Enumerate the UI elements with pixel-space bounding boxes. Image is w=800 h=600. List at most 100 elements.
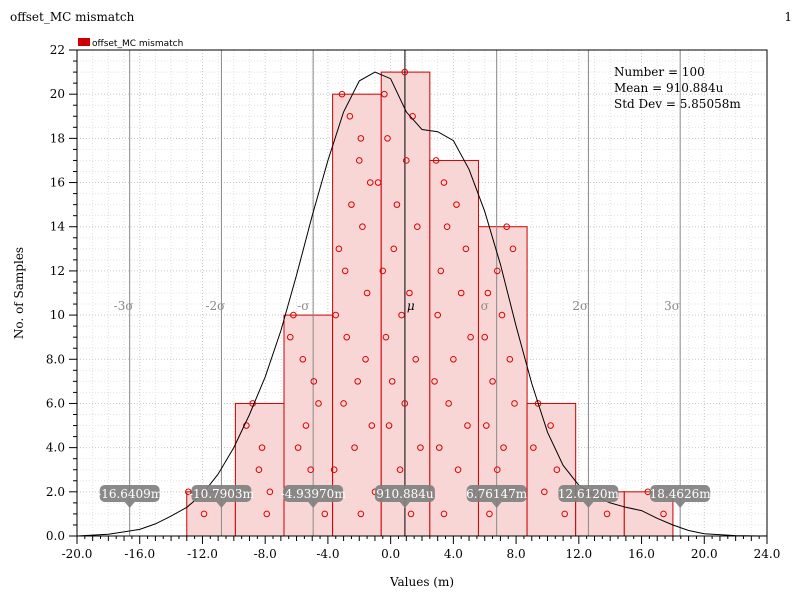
sample-point xyxy=(547,422,554,429)
sample-point xyxy=(500,444,507,451)
sample-point xyxy=(286,333,294,341)
marker-pill xyxy=(374,485,435,502)
sample-point xyxy=(450,355,457,363)
marker-text: -16.6409m xyxy=(97,487,163,501)
histogram-bar xyxy=(380,71,431,537)
legend-label: offset_MC mismatch xyxy=(92,39,183,49)
marker-label[interactable]: -4.93970m xyxy=(281,485,347,508)
sample-point xyxy=(302,422,310,429)
sample-point xyxy=(357,510,365,518)
marker-pill xyxy=(283,485,344,502)
y-tick-label: 14 xyxy=(50,220,66,234)
sample-point xyxy=(467,333,474,341)
sample-point xyxy=(332,311,340,319)
y-tick-label: 10 xyxy=(50,308,65,322)
sigma-label: μ xyxy=(407,299,415,313)
marker-pill xyxy=(191,485,252,502)
sample-point xyxy=(403,157,410,164)
marker-pointer xyxy=(124,502,135,508)
legend-swatch xyxy=(78,38,90,46)
stat-std-dev: Std Dev = 5.85058m xyxy=(614,97,741,111)
sample-point xyxy=(357,135,365,142)
sample-point xyxy=(330,466,338,474)
x-tick-label: 24.0 xyxy=(754,547,781,561)
sample-point xyxy=(462,245,470,253)
sample-point xyxy=(406,289,413,297)
sample-point xyxy=(321,510,329,518)
sample-point xyxy=(382,333,390,341)
sample-point xyxy=(431,378,438,385)
sample-point xyxy=(561,510,569,518)
sample-point xyxy=(482,422,490,429)
sample-point xyxy=(338,90,346,98)
x-tick-label: 8.0 xyxy=(507,547,526,561)
marker-text: -10.7903m xyxy=(189,487,255,501)
x-tick-label: 16.0 xyxy=(628,547,655,561)
marker-text: -4.93970m xyxy=(281,487,347,501)
sample-point xyxy=(493,466,501,474)
sample-point xyxy=(603,510,611,518)
histogram-bar xyxy=(429,159,479,537)
sample-point xyxy=(443,223,451,231)
density-curve xyxy=(76,71,768,537)
marker-pill xyxy=(99,485,160,502)
marker-text: 910.884u xyxy=(376,487,434,501)
legend[interactable]: offset_MC mismatch xyxy=(78,38,183,49)
sigma-label: -σ xyxy=(297,299,309,313)
sample-point xyxy=(553,466,561,474)
marker-pointer xyxy=(216,502,227,508)
sample-point xyxy=(511,400,518,407)
axes: -20.0 -16.0 -12.0 -8.0 -4.0 0.0 4.0 8.0 12.0 16.0… xyxy=(46,43,780,561)
sample-point xyxy=(307,466,314,474)
sample-point xyxy=(340,400,347,407)
y-tick-label: 16 xyxy=(50,176,65,190)
sample-point xyxy=(258,444,266,451)
sample-point xyxy=(506,355,514,363)
sample-point xyxy=(398,311,405,319)
x-tick-label: -8.0 xyxy=(254,547,277,561)
sample-point xyxy=(489,378,496,385)
sample-point xyxy=(346,112,354,120)
marker-text: 12.6120m xyxy=(558,487,620,501)
sample-point xyxy=(493,267,501,275)
marker-pointer xyxy=(399,502,410,508)
marker-pointer xyxy=(675,502,686,508)
sample-point xyxy=(440,179,448,186)
sample-point xyxy=(368,422,376,429)
marker-label[interactable]: 6.76147m xyxy=(466,485,528,508)
sample-point xyxy=(381,90,388,98)
sample-point xyxy=(541,488,548,496)
sample-point xyxy=(401,400,409,407)
marker-label[interactable]: 12.6120m xyxy=(558,485,620,508)
y-axis-label: No. of Samples xyxy=(12,247,26,339)
marker-label[interactable]: 910.884u xyxy=(374,485,435,508)
sample-point xyxy=(366,179,374,186)
sample-point xyxy=(243,422,250,429)
window-title: offset_MC mismatch xyxy=(10,10,135,24)
sample-point xyxy=(363,289,371,297)
sample-point xyxy=(266,488,274,496)
stat-mean: Mean = 910.884u xyxy=(614,81,724,95)
sample-point xyxy=(354,378,362,385)
marker-label[interactable]: -16.6409m xyxy=(97,485,163,508)
marker-label[interactable]: -10.7903m xyxy=(189,485,255,508)
sample-point xyxy=(290,311,297,319)
sample-point xyxy=(445,400,452,407)
sample-point xyxy=(390,245,398,253)
marker-label[interactable]: 18.4626m xyxy=(650,485,712,508)
marker-labels[interactable]: -16.6409m -10.7903m -4.93970m 910.884u 6.761… xyxy=(97,485,711,508)
y-tick-label: 20 xyxy=(50,87,65,101)
sample-point xyxy=(503,223,510,231)
x-tick-label: -16.0 xyxy=(124,547,155,561)
sigma-lines: -3σ -2σ -σ μ σ 2σ 3σ xyxy=(114,50,681,536)
sample-point xyxy=(359,223,366,231)
sample-point xyxy=(534,400,542,407)
sample-point xyxy=(486,510,493,518)
sample-point xyxy=(351,444,358,451)
y-tick-label: 4.0 xyxy=(46,441,65,455)
sample-point xyxy=(310,378,318,385)
sample-point xyxy=(343,333,351,341)
sigma-label: -3σ xyxy=(114,299,134,313)
sample-point xyxy=(437,267,445,275)
